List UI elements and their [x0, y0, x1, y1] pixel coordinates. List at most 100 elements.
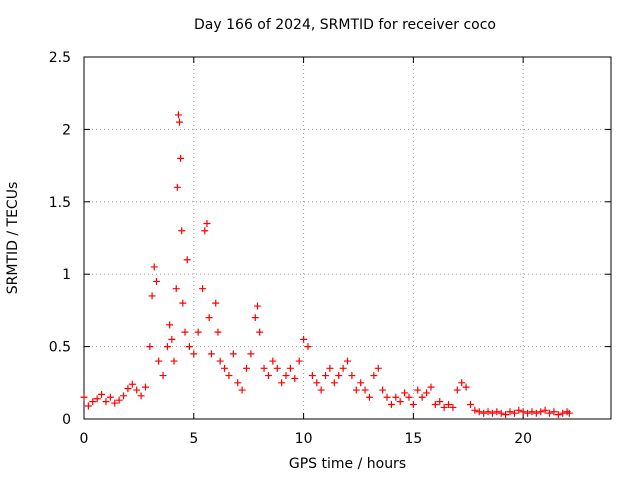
data-point [106, 393, 114, 401]
data-point [152, 277, 160, 285]
data-point [207, 350, 215, 358]
data-point [176, 118, 184, 126]
data-point [370, 372, 378, 380]
data-point [212, 299, 220, 307]
data-point [401, 389, 409, 397]
data-point [405, 393, 413, 401]
data-point [174, 111, 182, 119]
data-point [387, 401, 395, 409]
data-point [203, 220, 211, 228]
data-point [502, 411, 510, 419]
data-point [229, 350, 237, 358]
data-point [418, 393, 426, 401]
data-point [453, 386, 461, 394]
data-point [178, 227, 186, 235]
data-point [414, 386, 422, 394]
data-point [155, 357, 163, 365]
data-point [344, 357, 351, 365]
data-point [335, 372, 343, 380]
axis-ticks [83, 56, 611, 420]
data-point [234, 379, 242, 387]
data-point [317, 386, 325, 394]
y-tick-label: 2 [62, 122, 71, 138]
data-point [173, 183, 181, 191]
data-point [365, 393, 373, 401]
data-point [98, 390, 106, 398]
data-point [172, 285, 180, 293]
data-point [515, 406, 523, 414]
x-tick-label: 5 [189, 431, 198, 447]
data-point [295, 357, 303, 365]
data-point [541, 406, 549, 414]
x-tick-label: 20 [514, 431, 532, 447]
data-point [546, 409, 554, 417]
data-point [519, 408, 527, 416]
data-point [304, 343, 312, 351]
data-point [111, 399, 119, 407]
data-point [291, 374, 299, 382]
data-point [348, 372, 356, 380]
data-point [170, 357, 178, 365]
data-point [436, 398, 444, 406]
data-point [537, 408, 545, 416]
data-point [322, 372, 330, 380]
data-point [458, 379, 466, 387]
data-point [133, 386, 141, 394]
data-point [554, 411, 562, 419]
data-point [163, 343, 171, 351]
data-point [423, 389, 431, 397]
data-point [361, 386, 369, 394]
data-point [93, 395, 101, 403]
data-point [282, 372, 290, 380]
data-point [260, 364, 268, 372]
data-point [80, 393, 88, 401]
data-point [181, 328, 189, 336]
data-point [166, 321, 174, 329]
data-point [313, 379, 321, 387]
y-tick-label: 0 [62, 412, 71, 428]
data-point [493, 408, 501, 416]
data-point [238, 386, 246, 394]
y-tick-label: 1 [62, 267, 71, 283]
data-point [352, 386, 360, 394]
data-point [462, 383, 470, 391]
data-point [532, 409, 540, 417]
chart-title: Day 166 of 2024, SRMTID for receiver coc… [194, 17, 496, 33]
data-point [427, 383, 435, 391]
data-point [374, 364, 382, 372]
data-point [524, 409, 532, 417]
data-point [183, 256, 191, 264]
data-point [148, 292, 156, 300]
data-point [440, 403, 448, 411]
data-point [392, 393, 400, 401]
data-point [528, 408, 536, 416]
data-point [286, 364, 294, 372]
data-point [205, 314, 213, 322]
data-point [550, 408, 558, 416]
data-point [137, 392, 145, 400]
data-point [506, 408, 514, 416]
data-point [177, 154, 185, 162]
data-point [128, 380, 136, 388]
data-point [247, 350, 255, 358]
data-point [159, 372, 167, 380]
y-tick-labels: 0 0.5 1 1.5 2 2.5 [49, 50, 71, 428]
data-point [253, 302, 261, 310]
x-tick-label: 15 [404, 431, 422, 447]
data-point [330, 379, 338, 387]
y-tick-label: 2.5 [49, 50, 71, 66]
data-point [256, 328, 264, 336]
data-point [480, 409, 488, 417]
x-tick-label: 0 [80, 431, 89, 447]
data-point [273, 364, 281, 372]
data-point [190, 350, 198, 358]
data-point [449, 403, 457, 411]
x-tick-label: 10 [295, 431, 313, 447]
data-point [396, 398, 404, 406]
data-point [445, 401, 453, 409]
data-point [471, 406, 479, 414]
data-point [214, 328, 222, 336]
data-point [357, 379, 365, 387]
data-point [242, 364, 250, 372]
